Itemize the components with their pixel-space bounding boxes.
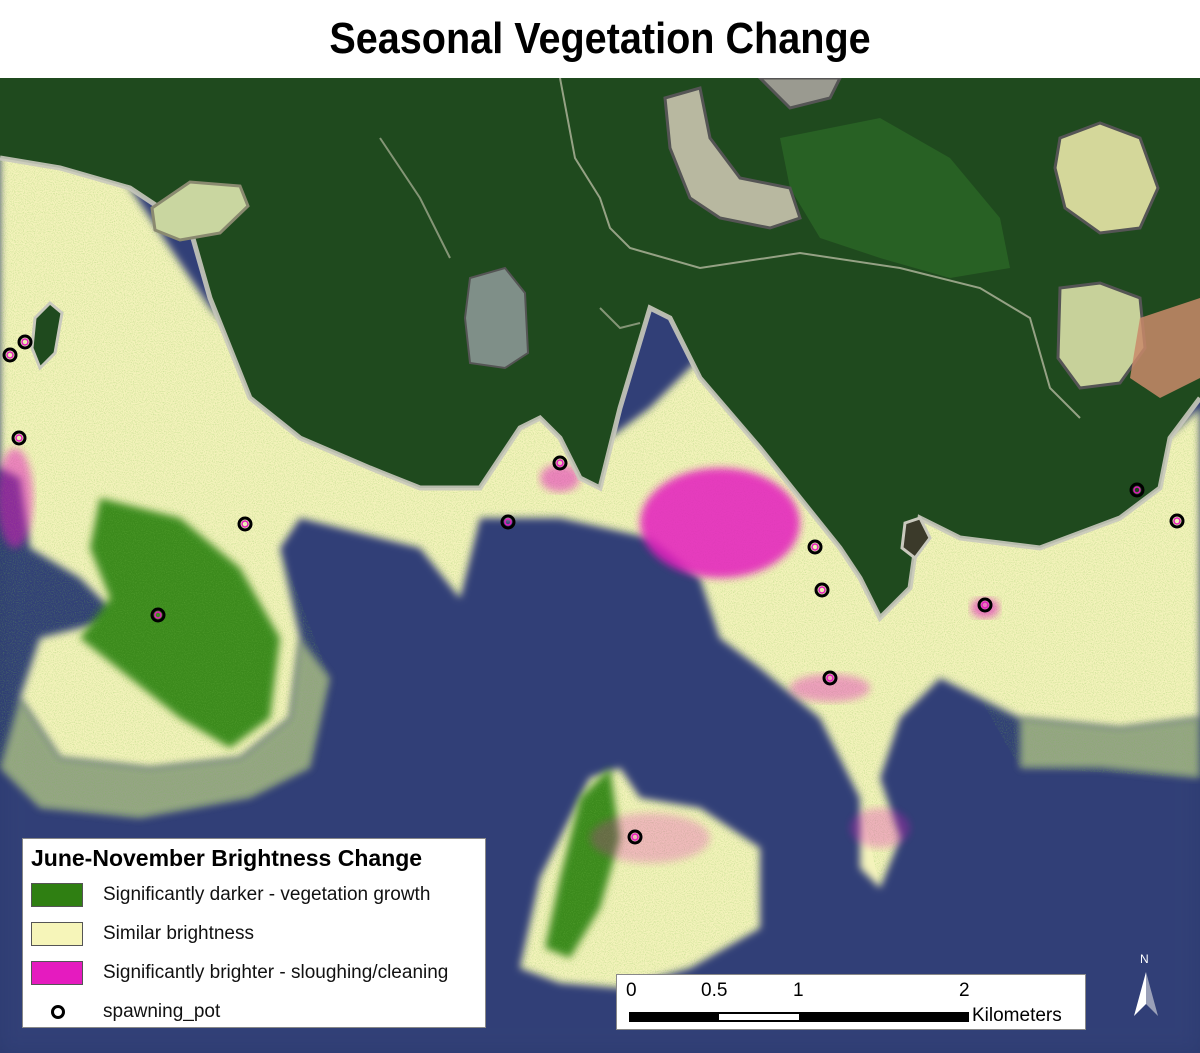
spawning-pot-marker[interactable]	[150, 607, 166, 623]
spawning-pot-marker[interactable]	[814, 582, 830, 598]
spawning-pot-marker[interactable]	[977, 597, 993, 613]
spawning-pot-marker[interactable]	[11, 430, 27, 446]
legend-item-darker: Significantly darker - vegetation growth	[31, 881, 481, 909]
darker-swatch	[31, 883, 83, 907]
spawning-pot-marker[interactable]	[627, 829, 643, 845]
scale-tick-2: 2	[959, 980, 970, 1001]
legend-item-brighter: Significantly brighter - sloughing/clean…	[31, 959, 481, 987]
spawning-pot-marker[interactable]	[237, 516, 253, 532]
legend-label: spawning_pot	[103, 1001, 221, 1022]
spawning-pot-marker-center	[631, 833, 639, 841]
brighter-swatch	[31, 961, 83, 985]
legend: June-November Brightness Change Signific…	[22, 838, 486, 1028]
spawning-pot-marker-center	[21, 338, 29, 346]
spawning-pot-marker[interactable]	[2, 347, 18, 363]
north-label: N	[1140, 952, 1149, 966]
spawning-pot-icon	[51, 1005, 65, 1019]
spawning-pot-marker-center	[154, 611, 162, 619]
spawning-pot-marker-center	[504, 518, 512, 526]
spawning-pot-marker-center	[1173, 517, 1181, 525]
north-arrow: N	[1130, 952, 1162, 1022]
spawning-pot-marker[interactable]	[807, 539, 823, 555]
spawning-pot-marker[interactable]	[1169, 513, 1185, 529]
scale-bar: 0 0.5 1 2 Kilometers	[616, 974, 1086, 1030]
legend-label: Significantly brighter - sloughing/clean…	[103, 962, 449, 983]
forest-land	[0, 78, 1200, 623]
map-title: Seasonal Vegetation Change	[329, 14, 871, 63]
legend-item-similar: Similar brightness	[31, 920, 481, 948]
spawning-pot-marker[interactable]	[552, 455, 568, 471]
spawning-pot-marker-center	[556, 459, 564, 467]
scale-segment	[717, 1012, 801, 1022]
spawning-pot-marker-center	[241, 520, 249, 528]
satellite-map[interactable]: June-November Brightness Change Signific…	[0, 78, 1200, 1053]
spawning-pot-marker-center	[6, 351, 14, 359]
legend-label: Similar brightness	[103, 923, 254, 944]
spawning-pot-marker-center	[818, 586, 826, 594]
spawning-pot-marker-center	[811, 543, 819, 551]
scale-tick-0.5: 0.5	[701, 980, 728, 1001]
spawning-pot-marker[interactable]	[500, 514, 516, 530]
north-arrow-icon	[1134, 972, 1158, 1016]
scale-segment	[629, 1012, 717, 1022]
spawning-pot-marker-center	[15, 434, 23, 442]
spawning-pot-marker-center	[826, 674, 834, 682]
spawning-pot-marker[interactable]	[17, 334, 33, 350]
spawning-pot-marker[interactable]	[1129, 482, 1145, 498]
spawning-pot-marker-center	[1133, 486, 1141, 494]
scale-segment	[801, 1012, 969, 1022]
spawning-pots-layer	[2, 334, 1185, 845]
legend-item-spawning-pot: spawning_pot	[31, 998, 481, 1026]
spawning-pot-marker-center	[981, 601, 989, 609]
legend-label: Significantly darker - vegetation growth	[103, 884, 431, 905]
scale-tick-0: 0	[626, 980, 637, 1001]
scale-units: Kilometers	[972, 1005, 1062, 1026]
spawning-pot-marker[interactable]	[822, 670, 838, 686]
legend-title: June-November Brightness Change	[31, 845, 423, 871]
scale-tick-1: 1	[793, 980, 804, 1001]
similar-swatch	[31, 922, 83, 946]
